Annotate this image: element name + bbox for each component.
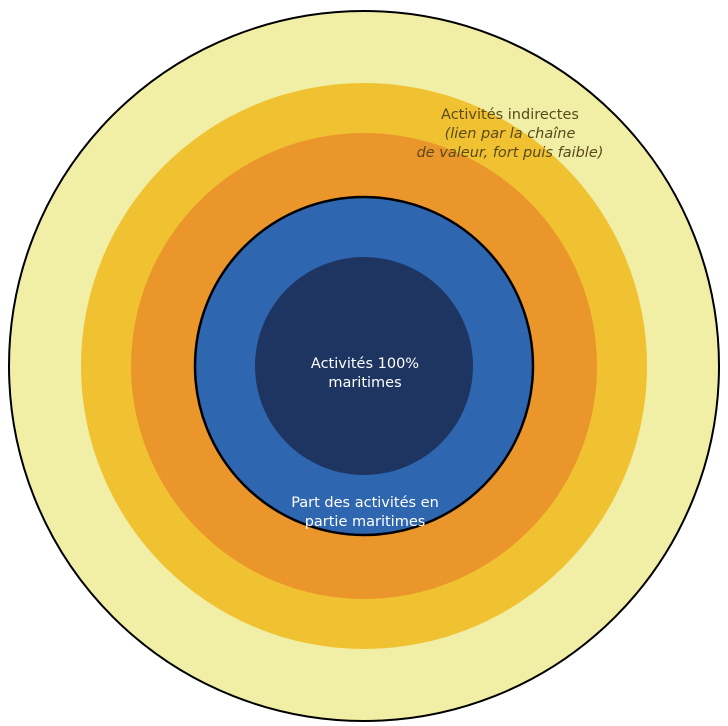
core-maritime-label: Activités 100% maritimes <box>290 355 440 393</box>
indirect-activities-note-line2: de valeur, fort puis faible) <box>416 145 604 161</box>
indirect-activities-note-line1: (lien par la chaîne <box>444 126 576 142</box>
core-maritime-label-line1: Activités 100% <box>310 356 420 372</box>
indirect-activities-title: Activités indirectes <box>441 107 579 123</box>
partial-maritime-label-line1: Part des activités en <box>291 495 439 511</box>
core-maritime-label-line2: maritimes <box>328 375 402 391</box>
partial-maritime-label: Part des activités en partie maritimes <box>265 494 465 532</box>
partial-maritime-label-line2: partie maritimes <box>304 514 426 530</box>
indirect-activities-label: Activités indirectes (lien par la chaîne… <box>410 106 610 163</box>
core-maritime-circle <box>255 257 473 475</box>
